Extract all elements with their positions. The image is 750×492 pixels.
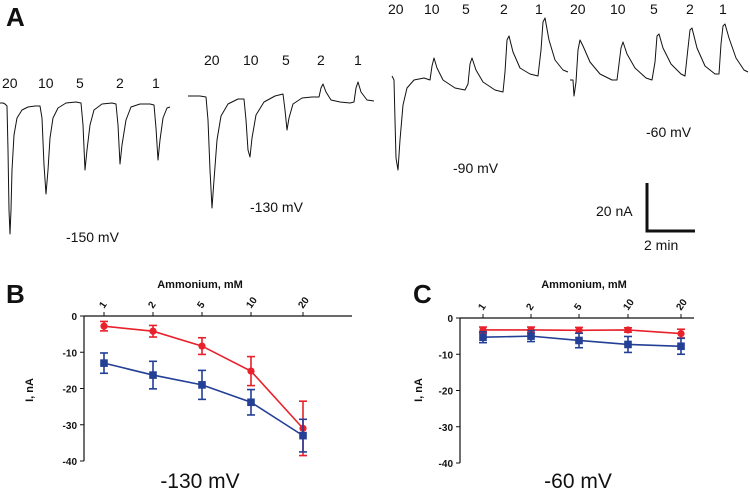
x-tick-label: 10 [244,295,260,311]
series-line [103,325,304,429]
y-tick-label: -10 [439,350,454,361]
y-tick-label: -10 [63,348,78,359]
x-tick-label: 5 [195,299,207,310]
voltage-label: -130 mV [250,199,304,215]
y-tick-label: -30 [63,421,78,432]
current-trace-130mv [188,81,375,209]
y-axis-title: I, nA [413,378,425,402]
x-tick-label: 20 [674,297,690,313]
trace-group-150: 20 10 5 2 1 -150 mV [0,75,171,245]
conc-label: 20 [570,1,586,17]
panel-letter-b: B [6,279,25,309]
conc-label: 5 [462,1,470,17]
conc-label: 10 [38,75,54,91]
conc-label: 10 [424,1,440,17]
plot-panel-c: 0 -10 -20 -30 -40 1 2 5 10 20 Ammonium, mM I, nA -60… [413,279,694,492]
data-point [575,326,583,334]
y-tick-label: -20 [63,385,78,396]
x-tick-label: 2 [524,301,536,312]
x-tick-label: 1 [476,301,488,312]
conc-label: 2 [317,52,325,68]
scale-bar-lines [645,183,695,233]
data-point [149,327,157,335]
data-point [247,398,255,407]
conc-label: 1 [152,75,160,91]
conc-label: 20 [204,52,220,68]
data-point [479,333,487,342]
trace-group-60: 20 10 5 2 1 -60 mV [570,1,749,140]
data-point [624,326,632,334]
y-tick-label: 0 [71,312,77,323]
conc-label: 20 [2,75,18,91]
conc-label: 5 [282,52,290,68]
voltage-label: -90 mV [453,160,499,176]
y-tick-label: -40 [439,459,454,470]
data-point [575,336,583,345]
y-tick-label: -40 [63,457,78,468]
data-point [198,381,206,389]
conc-label: 20 [388,1,404,17]
data-point [198,342,206,350]
data-point [677,329,685,338]
x-axis-title: Ammonium, mM [541,279,627,291]
trace-group-130: 20 10 5 2 1 -130 mV [188,52,375,215]
voltage-caption: -130 mV [160,470,239,492]
voltage-label: -60 mV [646,124,692,140]
data-point [677,342,685,351]
x-tick-label: 5 [572,301,584,312]
data-point [299,431,307,440]
data-point [149,371,157,379]
y-tick-label: -30 [439,423,454,434]
conc-label: 1 [354,52,362,68]
y-axis-title: I, nA [24,378,36,402]
conc-label: 1 [535,1,543,17]
conc-label: 1 [719,1,727,17]
current-trace-90mv [391,17,569,171]
current-trace-150mv [0,101,171,235]
y-tick-label: 0 [447,314,453,325]
data-point [100,322,108,330]
conc-label: 5 [650,1,658,17]
x-tick-label: 1 [97,299,109,310]
conc-label: 2 [500,1,508,17]
trace-group-90: 20 10 5 2 1 -90 mV [388,1,569,176]
conc-label: 5 [76,75,84,91]
conc-label: 2 [686,1,694,17]
data-point [624,340,632,349]
panel-letter-c: C [413,279,432,309]
x-tick-label: 20 [296,295,312,311]
x-tick-label: 10 [621,297,637,313]
scale-time-label: 2 min [644,237,678,253]
panel-letter-a: A [6,2,25,32]
voltage-caption: -60 mV [544,470,612,492]
x-tick-label: 2 [146,299,158,310]
data-point [247,367,255,375]
y-tick-label: -20 [439,387,454,398]
data-point [527,332,535,340]
conc-label: 10 [243,52,259,68]
data-point [100,359,108,367]
plot-panel-b: 0 -10 -20 -30 -40 1 2 5 10 20 Ammonium, mM I, nA -13… [24,279,352,492]
current-trace-60mv [570,23,749,97]
conc-label: 2 [116,75,124,91]
voltage-label: -150 mV [66,229,120,245]
scale-bar: 20 nA 2 min [596,183,695,253]
conc-label: 10 [610,1,626,17]
x-axis-title: Ammonium, mM [157,279,243,291]
scale-current-label: 20 nA [596,203,633,219]
